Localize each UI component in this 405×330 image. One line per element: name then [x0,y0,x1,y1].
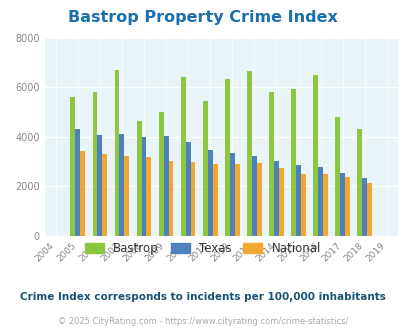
Bar [70,97,75,236]
Bar [141,137,146,236]
Bar [114,70,119,236]
Bar [158,112,163,236]
Bar [224,79,229,236]
Bar [318,167,322,236]
Bar [256,163,261,236]
Bar [322,174,327,236]
Bar [97,135,102,236]
Bar [119,134,124,236]
Bar [180,77,185,236]
Bar [273,161,278,236]
Bar [229,153,234,236]
Bar [356,129,361,236]
Bar [247,71,252,236]
Bar [102,154,107,236]
Bar [80,150,85,236]
Bar [234,164,239,236]
Bar [202,101,207,236]
Bar [278,168,283,236]
Bar [92,92,97,236]
Bar [190,162,195,236]
Bar [295,165,300,236]
Bar [168,161,173,236]
Bar [335,117,339,236]
Text: Crime Index corresponds to incidents per 100,000 inhabitants: Crime Index corresponds to incidents per… [20,292,385,302]
Bar [290,89,295,236]
Bar [185,142,190,236]
Bar [361,178,366,236]
Text: Bastrop Property Crime Index: Bastrop Property Crime Index [68,10,337,25]
Bar [163,136,168,236]
Bar [252,156,256,236]
Bar [344,177,349,236]
Bar [212,164,217,236]
Bar [136,121,141,236]
Text: © 2025 CityRating.com - https://www.cityrating.com/crime-statistics/: © 2025 CityRating.com - https://www.city… [58,317,347,326]
Bar [339,173,344,236]
Bar [269,92,273,236]
Bar [366,183,371,236]
Bar [207,150,212,236]
Bar [75,129,80,236]
Bar [146,157,151,236]
Bar [313,75,318,236]
Bar [124,156,129,236]
Legend: Bastrop, Texas, National: Bastrop, Texas, National [80,237,325,260]
Bar [300,174,305,236]
